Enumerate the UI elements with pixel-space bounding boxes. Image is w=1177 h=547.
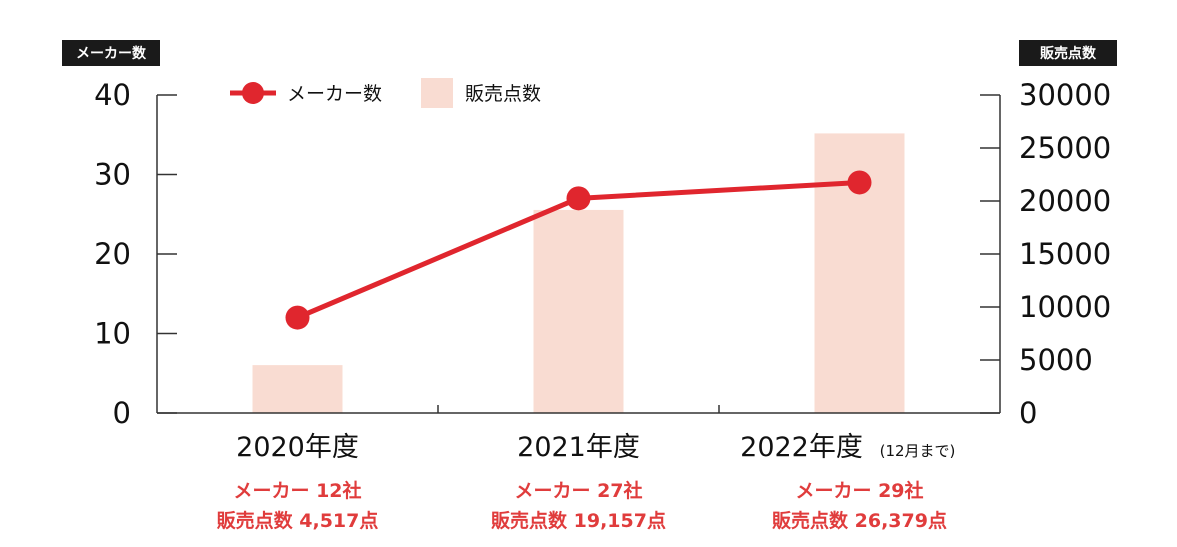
right-tick-label-3: 15000 <box>1019 237 1111 271</box>
line-point-1 <box>566 186 591 211</box>
annotation-maker-0: メーカー 12社 <box>233 479 361 502</box>
left-tick-label-4: 40 <box>94 78 131 112</box>
annotation-sales-2: 販売点数 26,379点 <box>772 509 947 532</box>
right-tick-label-1: 5000 <box>1019 343 1093 377</box>
left-tick-label-1: 10 <box>94 317 131 351</box>
legend-bar-swatch <box>421 78 453 108</box>
legend: メーカー数 販売点数 <box>230 78 541 108</box>
left-axis-ticks: 0 10 20 30 40 <box>94 78 177 430</box>
right-axis-title-badge: 販売点数 <box>1019 40 1117 66</box>
category-label-0: 2020年度 <box>236 432 359 463</box>
right-tick-label-2: 10000 <box>1019 290 1111 324</box>
bar-0 <box>252 365 343 413</box>
annotation-maker-1: メーカー 27社 <box>514 479 642 502</box>
left-axis-title-badge: メーカー数 <box>62 40 160 66</box>
left-tick-label-3: 30 <box>94 158 131 192</box>
right-tick-label-6: 30000 <box>1019 78 1111 112</box>
category-label-1: 2021年度 <box>517 432 640 463</box>
left-axis-badge-bg <box>62 40 160 66</box>
right-axis-ticks: 0 5000 10000 15000 20000 25000 30000 <box>980 78 1111 430</box>
legend-label-line: メーカー数 <box>287 83 382 105</box>
right-tick-label-0: 0 <box>1019 396 1037 430</box>
annotation-sales-1: 販売点数 19,157点 <box>491 509 666 532</box>
annotation-sales-0: 販売点数 4,517点 <box>217 509 379 532</box>
category-label-2: 2022年度 <box>740 432 863 463</box>
left-tick-label-2: 20 <box>94 237 131 271</box>
bar-series <box>252 133 905 413</box>
left-tick-label-0: 0 <box>113 396 131 430</box>
annotation-maker-2: メーカー 29社 <box>795 479 923 502</box>
right-axis-title: 販売点数 <box>1040 45 1097 62</box>
legend-marker-swatch <box>242 82 264 104</box>
line-point-0 <box>285 305 310 330</box>
bar-1 <box>533 209 624 413</box>
right-axis-badge-bg <box>1019 40 1117 66</box>
line-point-2 <box>847 170 872 195</box>
category-note-2: (12月まで) <box>880 442 956 460</box>
right-tick-label-4: 20000 <box>1019 184 1111 218</box>
left-axis-title: メーカー数 <box>76 45 147 62</box>
right-tick-label-5: 25000 <box>1019 131 1111 165</box>
legend-label-bar: 販売点数 <box>465 83 541 105</box>
line-series <box>285 170 872 330</box>
